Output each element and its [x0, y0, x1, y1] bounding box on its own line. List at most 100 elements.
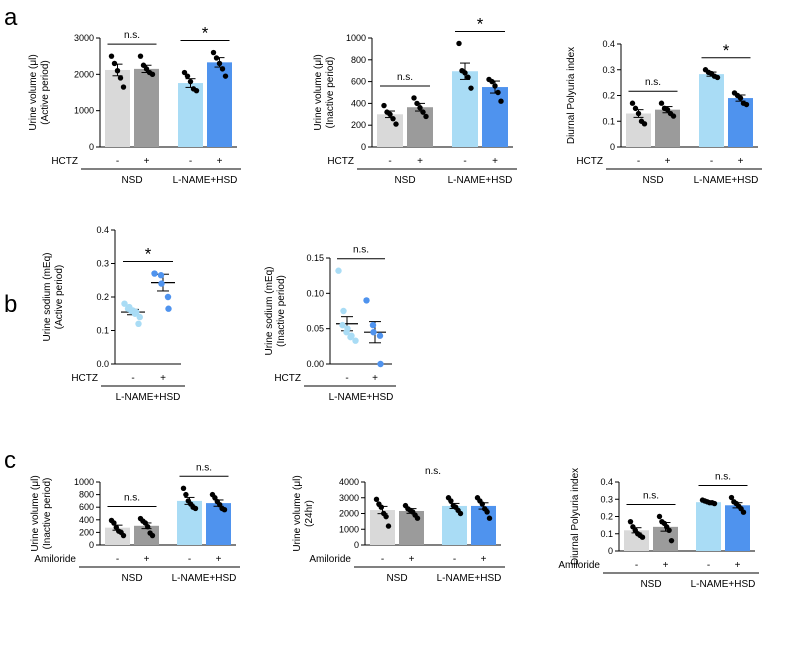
data-point [423, 113, 429, 120]
chart-c3: 0 0.1 0.2 0.3 0.4 Diurnal Polyuria indexAmilo… [558, 468, 759, 590]
group-label: L-NAME+HSD [329, 392, 394, 403]
significance-label: * [723, 41, 730, 60]
data-point [414, 515, 421, 521]
bar [655, 109, 680, 147]
panel-label-a: a [4, 4, 18, 31]
y-tick-label: 0.1 [600, 529, 613, 539]
data-point [137, 53, 144, 59]
data-point [335, 267, 342, 274]
x-tick-label: - [388, 156, 391, 167]
data-point [414, 100, 420, 107]
y-tick-label: 0.05 [306, 324, 324, 334]
x-tick-label: + [738, 156, 744, 167]
y-axis-label-line: Urine volume (μl) [30, 475, 41, 551]
data-point [664, 106, 671, 113]
group-label: L-NAME+HSD [116, 392, 181, 403]
data-point [343, 329, 350, 336]
y-tick-label: 3000 [339, 493, 359, 503]
data-point [120, 84, 127, 90]
data-point [149, 71, 156, 78]
y-tick-label: 1000 [346, 33, 366, 43]
y-tick-label: 800 [79, 490, 94, 500]
y-tick-label: 600 [351, 77, 366, 87]
data-point [385, 523, 392, 529]
data-point [498, 98, 504, 104]
data-point [369, 321, 377, 329]
significance-label: n.s. [425, 466, 441, 477]
chart-a3: 0 0.1 0.2 0.3 0.4 Diurnal Polyuria index HCTZ -… [566, 39, 762, 186]
y-tick-label: 0.4 [602, 39, 615, 49]
bar [177, 500, 202, 545]
y-axis-label-line: Urine volume (μl) [313, 54, 324, 130]
data-point [711, 500, 718, 507]
y-tick-label: 0.10 [306, 288, 324, 298]
y-tick-label: 1000 [339, 524, 359, 534]
data-point [714, 74, 721, 81]
group-label: NSD [394, 175, 415, 186]
data-point [180, 485, 187, 491]
data-point [340, 307, 347, 315]
data-point [151, 270, 158, 277]
data-point [193, 87, 200, 94]
bar [105, 69, 130, 147]
data-point [495, 89, 501, 96]
data-point [131, 310, 139, 317]
group-label: NSD [642, 175, 663, 186]
significance-label: n.s. [645, 77, 661, 88]
chart-b1: 0.0 0.1 0.2 0.3 0.4 Urine sodium (mEq)(Active… [42, 225, 185, 403]
group-label: L-NAME+HSD [691, 579, 756, 590]
y-tick-label: 800 [351, 55, 366, 65]
y-tick-label: 0 [361, 142, 366, 152]
chart-c1: 0 200 400 600 800 1000 Urine volume (μl)(Inact… [30, 462, 240, 584]
y-axis-label-line: (Active period) [54, 265, 65, 329]
data-point [352, 337, 359, 344]
chart-a2: 0 200 400 600 800 1000 Urine volume (μl)(Inact… [313, 14, 517, 186]
treatment-label: Amiloride [309, 554, 351, 565]
data-point [740, 509, 747, 515]
y-axis-label-line: Urine volume (μl) [28, 54, 39, 130]
x-tick-label: - [707, 560, 710, 571]
x-tick-label: + [372, 373, 378, 384]
data-point [183, 491, 189, 498]
treatment-label: Amiloride [34, 554, 76, 565]
data-point [641, 121, 648, 127]
y-axis-label-line: (Inactive period) [325, 57, 336, 129]
y-tick-label: 0.0 [96, 359, 109, 369]
bar [452, 71, 478, 147]
data-point [632, 105, 639, 112]
data-point [420, 109, 426, 115]
x-tick-label: + [144, 156, 150, 167]
y-axis-label-line: (Inactive period) [276, 275, 287, 347]
group-label: L-NAME+HSD [173, 175, 238, 186]
data-point [120, 532, 127, 539]
bar [178, 83, 203, 147]
y-axis-label-line: (Inactive period) [42, 478, 53, 550]
data-point [479, 501, 485, 507]
x-tick-label: - [463, 156, 466, 167]
bar [471, 505, 496, 545]
data-point [484, 509, 490, 515]
data-point [381, 102, 387, 109]
data-point [184, 73, 191, 79]
significance-label: n.s. [715, 472, 731, 483]
group-label: L-NAME+HSD [448, 175, 513, 186]
y-axis-label: Urine volume (μl)(Inactive period) [313, 54, 336, 130]
y-tick-label: 3000 [74, 33, 94, 43]
data-point [627, 518, 634, 525]
y-tick-label: 0.00 [306, 359, 324, 369]
data-point [456, 40, 462, 47]
y-tick-label: 0 [89, 540, 94, 550]
y-tick-label: 600 [79, 502, 94, 512]
data-point [387, 111, 393, 118]
y-tick-label: 400 [79, 515, 94, 525]
significance-label: n.s. [353, 245, 369, 256]
x-tick-label: - [116, 554, 119, 565]
x-tick-label: + [735, 560, 741, 571]
y-axis-label-line: (Active period) [40, 60, 51, 124]
data-point [448, 498, 454, 504]
data-point [465, 74, 471, 80]
treatment-label: HCTZ [51, 156, 78, 167]
data-point [339, 321, 346, 329]
y-tick-label: 0.15 [306, 253, 324, 263]
